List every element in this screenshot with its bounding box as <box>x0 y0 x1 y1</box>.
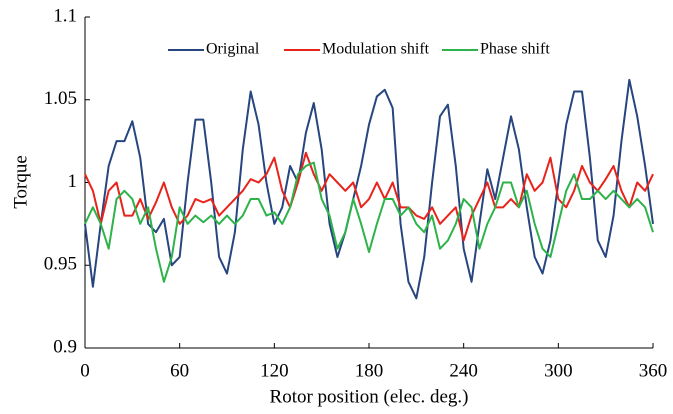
series-line <box>84 161 654 283</box>
x-tick-label: 120 <box>260 360 289 381</box>
y-tick-label: 1 <box>68 171 78 192</box>
y-tick-label: 0.95 <box>44 254 77 275</box>
series-line <box>84 78 654 300</box>
x-tick-label: 60 <box>170 360 189 381</box>
x-tick-label: 240 <box>449 360 478 381</box>
series-line <box>84 151 654 242</box>
x-tick-label: 360 <box>639 360 668 381</box>
y-tick-label: 1.1 <box>53 5 77 26</box>
x-tick-label: 0 <box>80 360 90 381</box>
x-tick-label: 180 <box>355 360 384 381</box>
x-tick-label: 300 <box>544 360 573 381</box>
legend-label: Phase shift <box>480 41 550 58</box>
legend-label: Original <box>206 41 260 58</box>
y-tick-label: 1.05 <box>44 88 77 109</box>
x-axis-label: Rotor position (elec. deg.) <box>270 386 469 407</box>
legend-label: Modulation shift <box>322 41 430 58</box>
y-axis-label: Torque <box>10 155 31 209</box>
y-tick-label: 0.9 <box>53 336 77 357</box>
